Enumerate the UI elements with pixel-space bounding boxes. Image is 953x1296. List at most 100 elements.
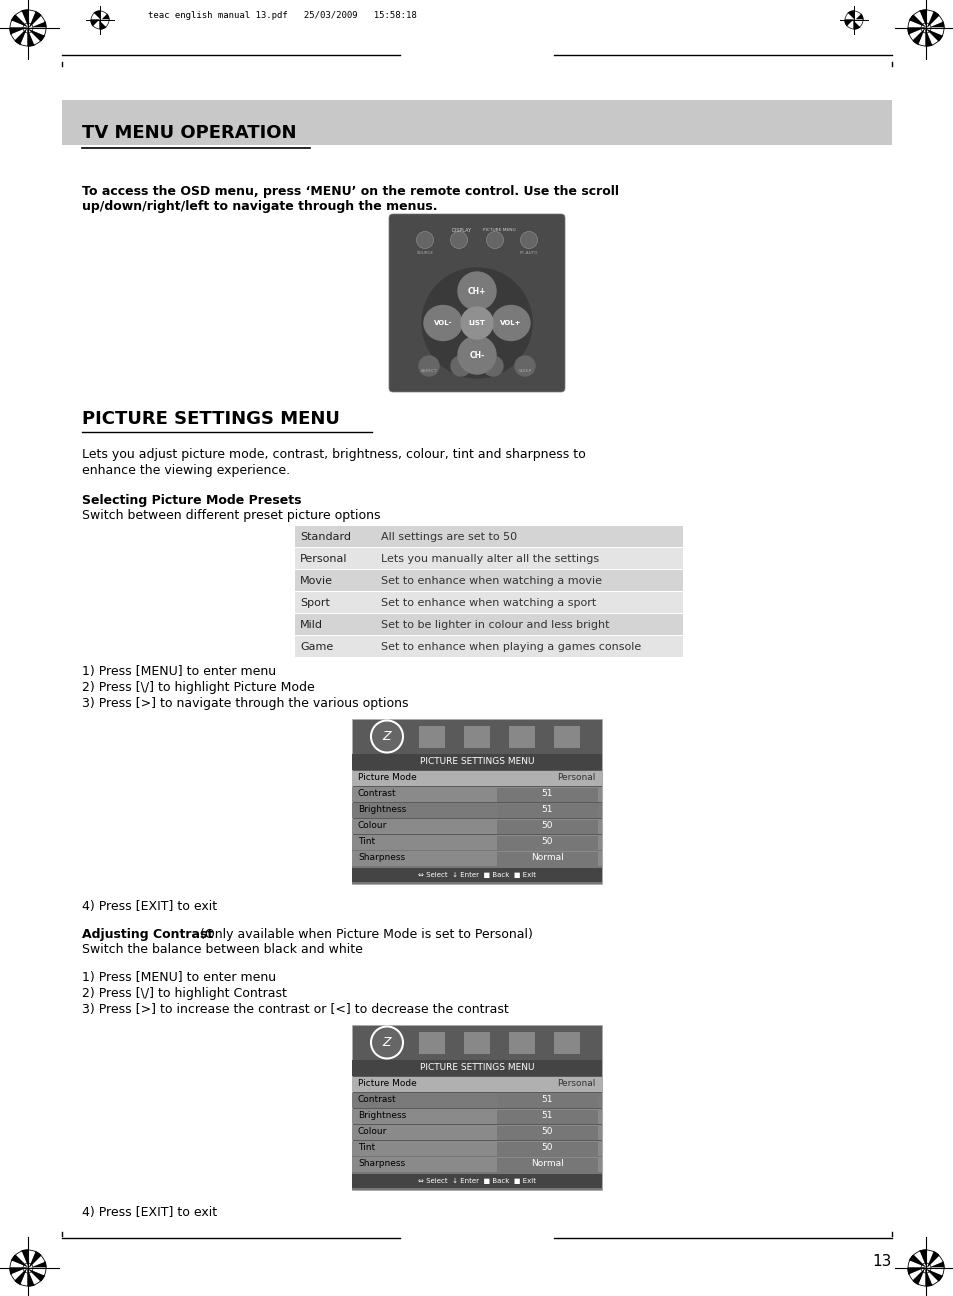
Bar [352,1025,601,1190]
Bar [497,804,598,818]
Polygon shape [28,1267,35,1286]
Polygon shape [907,21,925,29]
Bar [352,1060,601,1076]
Text: Personal: Personal [558,1080,596,1089]
Bar [352,819,601,835]
Bar [352,719,601,884]
Polygon shape [918,29,925,45]
Polygon shape [15,29,28,44]
Polygon shape [28,29,45,40]
Polygon shape [844,14,853,19]
Polygon shape [10,29,28,35]
Polygon shape [907,1261,925,1267]
Text: 50: 50 [541,837,553,846]
Polygon shape [925,1261,943,1267]
Text: 3) Press [>] to navigate through the various options: 3) Press [>] to navigate through the var… [82,697,408,710]
Polygon shape [10,1261,28,1267]
Text: ⇔ Select  ↓ Enter  ■ Back  ■ Exit: ⇔ Select ↓ Enter ■ Back ■ Exit [417,872,536,879]
Text: 13: 13 [872,1255,891,1270]
Polygon shape [912,29,925,44]
Text: up/down/right/left to navigate through the menus.: up/down/right/left to navigate through t… [82,200,437,213]
Polygon shape [28,21,46,29]
Text: 51: 51 [541,1112,553,1121]
Bar [352,754,601,770]
Text: All settings are set to 50: All settings are set to 50 [380,531,517,542]
Text: Sharpness: Sharpness [357,1160,405,1169]
Bar [352,1077,601,1093]
Polygon shape [847,19,853,29]
Polygon shape [28,1267,45,1280]
Text: Personal: Personal [299,553,347,564]
Text: PC-AUTO: PC-AUTO [519,251,537,255]
Polygon shape [28,29,41,44]
Text: VOL-: VOL- [434,320,452,327]
Polygon shape [925,29,943,35]
Polygon shape [925,29,942,40]
Bar [352,1125,601,1140]
Polygon shape [11,1256,28,1267]
Polygon shape [93,10,100,19]
Text: Lets you adjust picture mode, contrast, brightness, colour, tint and sharpness t: Lets you adjust picture mode, contrast, … [82,448,585,461]
Polygon shape [28,1267,46,1275]
Polygon shape [908,16,925,29]
Text: 3) Press [>] to increase the contrast or [<] to decrease the contrast: 3) Press [>] to increase the contrast or… [82,1003,508,1016]
Bar [352,1157,601,1172]
Bar [509,726,535,748]
Bar [352,1174,601,1188]
Bar [463,1032,490,1054]
Circle shape [520,232,537,248]
Polygon shape [925,1256,942,1267]
Circle shape [482,356,502,376]
Polygon shape [21,10,28,29]
Circle shape [460,307,493,340]
Text: 2) Press [\/] to highlight Contrast: 2) Press [\/] to highlight Contrast [82,988,287,1001]
Polygon shape [912,12,925,29]
Bar [497,820,598,835]
Text: 50: 50 [541,822,553,831]
Text: Movie: Movie [299,575,333,586]
Text: 4) Press [EXIT] to exit: 4) Press [EXIT] to exit [82,899,217,912]
Text: PICTURE SETTINGS MENU: PICTURE SETTINGS MENU [419,757,534,766]
Polygon shape [925,29,938,44]
Bar [352,835,601,850]
Polygon shape [925,1252,938,1267]
Text: Picture Mode: Picture Mode [357,1080,416,1089]
Text: 1) Press [MENU] to enter menu: 1) Press [MENU] to enter menu [82,665,275,678]
Circle shape [451,356,471,376]
Circle shape [486,232,502,248]
Bar [352,1155,601,1190]
Bar [352,787,601,802]
Bar [294,548,682,569]
Polygon shape [908,1256,925,1267]
Bar [352,1140,601,1156]
Text: 51: 51 [541,789,553,798]
Polygon shape [844,19,853,26]
Polygon shape [908,29,925,40]
Polygon shape [21,29,28,45]
Bar [294,526,682,547]
Polygon shape [11,29,28,40]
Bar [554,726,579,748]
Text: Personal: Personal [558,774,596,783]
Bar [294,570,682,591]
Text: Set to enhance when playing a games console: Set to enhance when playing a games cons… [380,642,640,652]
Polygon shape [28,1267,41,1284]
Polygon shape [912,1252,925,1267]
Polygon shape [28,29,46,35]
Polygon shape [925,29,932,45]
Text: LIST: LIST [468,320,485,327]
Polygon shape [11,16,28,29]
Text: Sport: Sport [299,597,330,608]
Text: PICTURE SETTINGS MENU: PICTURE SETTINGS MENU [82,410,339,428]
Bar [352,1109,601,1124]
Text: Contrast: Contrast [357,789,396,798]
Text: Sharpness: Sharpness [357,854,405,863]
Polygon shape [11,1267,28,1280]
Text: VOL+: VOL+ [499,320,521,327]
Polygon shape [100,19,106,29]
Polygon shape [853,10,860,19]
Polygon shape [907,1267,925,1275]
Text: CH+: CH+ [467,286,486,295]
Polygon shape [918,1251,925,1267]
Text: Game: Game [299,642,333,652]
